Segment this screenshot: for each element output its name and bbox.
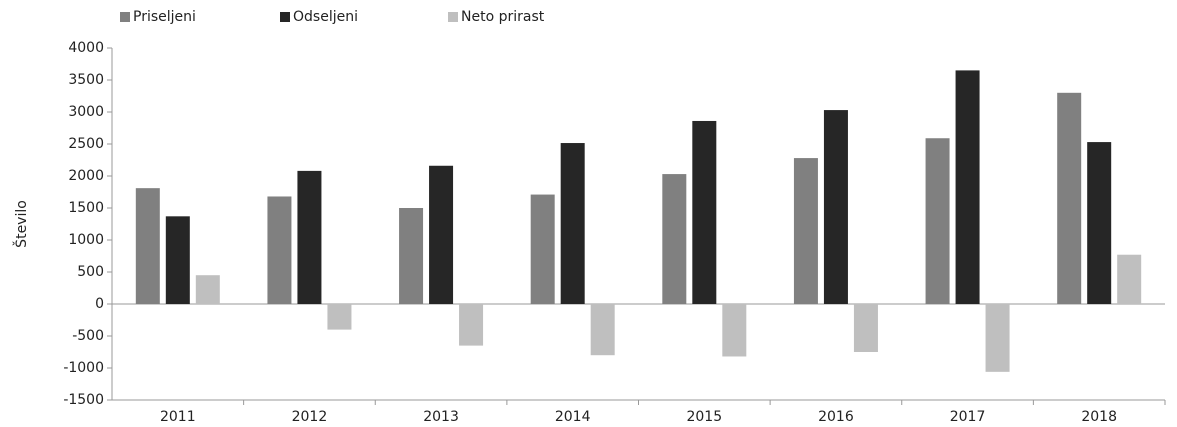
x-tick-label: 2018 [1081, 409, 1117, 425]
y-tick-label: -500 [72, 328, 104, 344]
y-tick-label: 2500 [68, 136, 104, 152]
bar [560, 143, 585, 304]
legend-swatch [280, 12, 290, 22]
bar [429, 165, 454, 304]
y-tick-label: -1000 [63, 360, 104, 376]
bar [327, 304, 352, 330]
bar [530, 194, 555, 304]
x-tick-label: 2014 [555, 409, 591, 425]
bar [925, 138, 950, 304]
y-tick-label: 1500 [68, 200, 104, 216]
bar [722, 304, 747, 357]
legend-label: Odseljeni [293, 9, 358, 25]
y-axis-label: Število [12, 200, 30, 248]
bar [1087, 142, 1112, 304]
y-tick-label: 3000 [68, 104, 104, 120]
bar [165, 216, 190, 304]
x-tick-label: 2017 [950, 409, 986, 425]
y-tick-label: 3500 [68, 72, 104, 88]
legend-label: Neto prirast [461, 9, 545, 25]
bar [590, 304, 615, 356]
bar [297, 170, 322, 304]
legend-label: Priseljeni [133, 9, 196, 25]
y-tick-label: 4000 [68, 40, 104, 56]
y-tick-label: 500 [77, 264, 104, 280]
bar [985, 304, 1010, 372]
bar [459, 304, 484, 346]
bar [955, 70, 980, 305]
x-tick-label: 2015 [686, 409, 722, 425]
x-tick-label: 2012 [292, 409, 328, 425]
bar [662, 174, 687, 304]
legend-swatch [448, 12, 458, 22]
y-tick-label: 0 [95, 296, 104, 312]
bar [399, 208, 424, 304]
bar [692, 120, 717, 305]
bar [853, 304, 878, 352]
x-tick-label: 2013 [423, 409, 459, 425]
x-tick-label: 2011 [160, 409, 196, 425]
bar [267, 196, 292, 304]
bar [1057, 92, 1082, 304]
bar [1117, 254, 1142, 304]
legend-swatch [120, 12, 130, 22]
bar [823, 110, 848, 304]
bar [135, 188, 160, 304]
bar [195, 275, 220, 304]
x-tick-label: 2016 [818, 409, 854, 425]
bar [793, 158, 818, 304]
y-tick-label: -1500 [63, 392, 104, 408]
y-tick-label: 1000 [68, 232, 104, 248]
y-tick-label: 2000 [68, 168, 104, 184]
